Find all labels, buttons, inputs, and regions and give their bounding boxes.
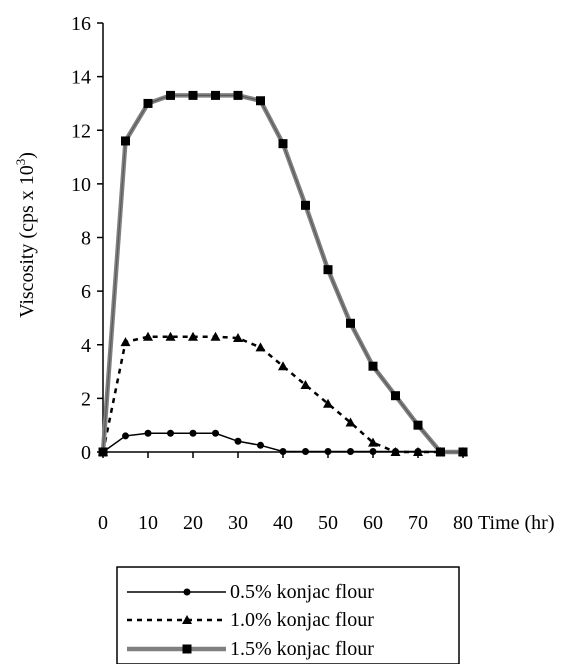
data-point — [233, 90, 243, 100]
x-tick-label: 80 — [453, 512, 473, 534]
data-point — [257, 441, 264, 449]
data-point — [166, 90, 175, 100]
data-point — [121, 136, 130, 146]
data-point — [120, 337, 131, 347]
x-tick-label: 20 — [183, 512, 203, 534]
data-point — [167, 429, 174, 437]
y-ticks: 0 2 4 6 8 10 12 14 16 — [71, 13, 103, 464]
series-line — [100, 93, 463, 455]
data-point — [165, 331, 176, 341]
data-point — [255, 342, 266, 352]
data-point — [98, 447, 108, 457]
data-point — [323, 398, 333, 408]
x-tick-label: 70 — [408, 512, 428, 534]
y-axis-title-main: Viscosity (cps x 10 — [16, 165, 38, 318]
x-tick-label: 0 — [98, 512, 108, 534]
y-tick-label: 2 — [81, 388, 91, 410]
x-tick-label: 50 — [318, 512, 338, 534]
legend-item: 1.5% konjac flour — [127, 638, 374, 660]
data-point — [368, 361, 378, 371]
data-point — [458, 447, 468, 457]
data-point — [188, 331, 198, 341]
data-point — [301, 200, 310, 210]
data-point — [302, 447, 309, 455]
data-point — [368, 437, 378, 447]
data-point — [413, 447, 423, 456]
y-tick-label: 14 — [71, 67, 91, 89]
series-3 — [98, 90, 468, 457]
data-point — [234, 437, 242, 445]
data-point — [212, 429, 219, 437]
data-point — [369, 447, 377, 455]
data-point — [143, 98, 153, 108]
legend-item: 1.0% konjac flour — [127, 609, 374, 631]
series-2 — [98, 331, 468, 456]
legend-swatch-marker — [182, 644, 192, 654]
data-point — [122, 432, 129, 440]
data-point — [324, 447, 332, 455]
data-point — [391, 391, 400, 401]
y-tick-label: 12 — [71, 120, 91, 142]
y-axis-title-close: ) — [16, 152, 38, 159]
data-point — [210, 331, 221, 341]
axes — [102, 23, 463, 453]
y-tick-label: 8 — [81, 228, 91, 250]
y-tick-label: 4 — [81, 335, 91, 357]
data-point — [233, 333, 243, 343]
x-tick-label: 30 — [228, 512, 248, 534]
data-point — [144, 429, 152, 437]
data-point — [256, 96, 265, 106]
series-line — [101, 335, 463, 454]
x-ticks: 0 10 20 30 40 50 60 70 80 — [98, 452, 473, 534]
legend-label: 0.5% konjac flour — [230, 581, 374, 603]
x-tick-label: 60 — [363, 512, 383, 534]
y-tick-label: 0 — [81, 442, 91, 464]
data-point — [300, 379, 311, 389]
legend-item: 0.5% konjac flour — [127, 581, 374, 603]
data-point — [188, 90, 198, 100]
x-axis-title: Time (hr) — [478, 512, 554, 534]
data-point — [436, 447, 445, 457]
data-point — [143, 331, 153, 341]
legend-swatch-marker — [183, 588, 191, 596]
data-point — [189, 429, 197, 437]
y-tick-label: 6 — [81, 281, 91, 303]
data-point — [345, 417, 356, 427]
data-point — [346, 318, 355, 328]
data-point — [323, 265, 333, 275]
data-point — [279, 447, 287, 455]
y-tick-label: 16 — [71, 13, 91, 35]
data-point — [278, 139, 288, 149]
legend: 0.5% konjac flour 1.0% konjac flour 1.5% k… — [116, 566, 460, 664]
legend-label: 1.5% konjac flour — [230, 638, 374, 660]
data-point — [390, 447, 401, 456]
x-tick-label: 40 — [273, 512, 293, 534]
data-point — [413, 420, 423, 430]
x-tick-label: 10 — [138, 512, 158, 534]
legend-swatch-marker — [182, 615, 192, 624]
series-layer — [98, 90, 468, 457]
y-tick-label: 10 — [71, 174, 91, 196]
y-axis-title-superscript: 3 — [13, 159, 28, 166]
data-point — [347, 447, 354, 455]
legend-label: 1.0% konjac flour — [230, 609, 374, 631]
data-point — [211, 90, 220, 100]
y-axis-title: Viscosity (cps x 103) — [13, 152, 38, 318]
data-point — [278, 361, 288, 371]
